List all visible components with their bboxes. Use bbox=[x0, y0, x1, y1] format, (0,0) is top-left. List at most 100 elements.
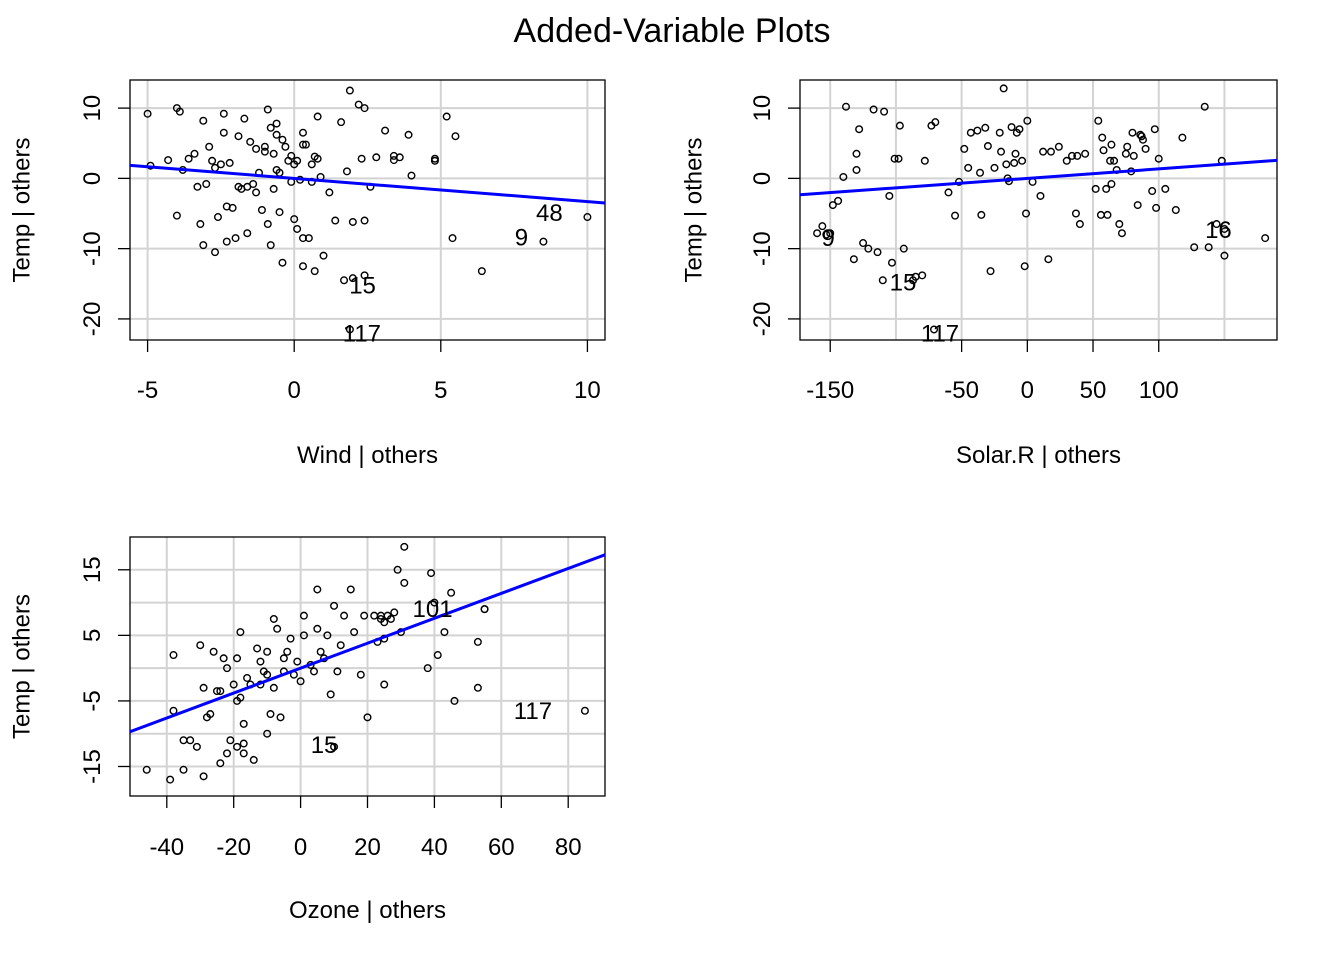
wind-data-point bbox=[199, 241, 208, 250]
wind-data-point bbox=[193, 182, 202, 191]
wind-data-point bbox=[269, 184, 278, 193]
solar-data-point bbox=[966, 128, 975, 137]
wind-data-point bbox=[263, 220, 272, 229]
wind-data-point bbox=[269, 149, 278, 158]
solar-data-point bbox=[1133, 201, 1142, 210]
ozone-x-tick-label: 80 bbox=[555, 834, 582, 861]
ozone-data-point bbox=[142, 765, 151, 774]
ozone-x-tick-label: 0 bbox=[294, 834, 307, 861]
wind-data-point bbox=[219, 128, 228, 137]
ozone-data-point bbox=[309, 667, 318, 676]
solar-data-point bbox=[880, 107, 889, 116]
wind-data-point bbox=[298, 262, 307, 271]
ozone-data-point bbox=[233, 654, 242, 663]
solar-data-point bbox=[944, 188, 953, 197]
solar-data-point bbox=[1099, 146, 1108, 155]
solar-data-point bbox=[852, 149, 861, 158]
solar-data-point bbox=[1123, 142, 1132, 151]
ozone-data-point bbox=[243, 673, 252, 682]
solar-data-point bbox=[1121, 149, 1130, 158]
solar-data-point bbox=[885, 191, 894, 200]
ozone-x-tick-label: 20 bbox=[354, 834, 381, 861]
wind-data-point bbox=[342, 167, 351, 176]
ozone-data-point bbox=[473, 683, 482, 692]
solar-data-point bbox=[999, 84, 1008, 93]
solar-data-point bbox=[1015, 125, 1024, 134]
ozone-data-point bbox=[380, 618, 389, 627]
solar-data-point bbox=[1046, 147, 1055, 156]
solar-regression-line bbox=[800, 158, 1277, 197]
solar-data-point bbox=[976, 168, 985, 177]
wind-data-point bbox=[307, 160, 316, 169]
wind-data-point bbox=[272, 130, 281, 139]
solar-data-point bbox=[973, 126, 982, 135]
wind-point-label: 48 bbox=[536, 200, 563, 227]
ozone-data-point bbox=[266, 710, 275, 719]
wind-data-point bbox=[298, 140, 307, 149]
solar-data-point bbox=[1115, 220, 1124, 229]
ozone-y-tick-label: 5 bbox=[79, 629, 106, 642]
solar-x-tick-label: 100 bbox=[1139, 377, 1179, 404]
solar-data-point bbox=[834, 196, 843, 205]
solar-plot-frame bbox=[799, 79, 1278, 341]
wind-data-point bbox=[216, 160, 225, 169]
wind-data-point bbox=[272, 119, 281, 128]
wind-data-point bbox=[337, 118, 346, 127]
solar-data-point bbox=[1128, 128, 1137, 137]
solar-data-point bbox=[1044, 255, 1053, 264]
wind-data-point bbox=[225, 158, 234, 167]
solar-data-point bbox=[855, 125, 864, 134]
solar-data-point bbox=[1068, 151, 1077, 160]
wind-data-point bbox=[175, 107, 184, 116]
ozone-data-point bbox=[433, 651, 442, 660]
wind-data-point bbox=[246, 137, 255, 146]
ozone-data-point bbox=[223, 749, 232, 758]
solar-x-tick-label: 0 bbox=[1021, 377, 1034, 404]
ozone-data-point bbox=[326, 690, 335, 699]
solar-data-point bbox=[849, 255, 858, 264]
solar-data-point bbox=[1098, 133, 1107, 142]
wind-y-tick-label: 10 bbox=[79, 95, 106, 122]
wind-data-point bbox=[325, 188, 334, 197]
solar-point-label: 16 bbox=[1205, 217, 1232, 244]
solar-data-point bbox=[931, 118, 940, 127]
ozone-data-point bbox=[346, 585, 355, 594]
solar-data-point bbox=[977, 210, 986, 219]
ozone-data-point bbox=[393, 565, 402, 574]
wind-data-point bbox=[310, 267, 319, 276]
wind-data-point bbox=[348, 217, 357, 226]
solar-data-point bbox=[1081, 149, 1090, 158]
ozone-data-point bbox=[196, 641, 205, 650]
wind-data-point bbox=[381, 126, 390, 135]
ozone-points bbox=[142, 542, 589, 784]
ozone-data-point bbox=[313, 585, 322, 594]
solar-data-point bbox=[1071, 209, 1080, 218]
solar-data-point bbox=[997, 147, 1006, 156]
solar-data-point bbox=[1039, 147, 1048, 156]
wind-labeled-point bbox=[583, 213, 592, 222]
wind-data-point bbox=[231, 234, 240, 243]
wind-data-point bbox=[281, 142, 290, 151]
solar-data-point bbox=[1204, 243, 1213, 252]
solar-data-point bbox=[1094, 116, 1103, 125]
solar-data-point bbox=[1190, 243, 1199, 252]
wind-data-point bbox=[184, 154, 193, 163]
solar-data-point bbox=[1002, 160, 1011, 169]
solar-x-tick-label: 50 bbox=[1080, 377, 1107, 404]
solar-data-point bbox=[1148, 187, 1157, 196]
ozone-y-tick-label: 15 bbox=[79, 556, 106, 583]
solar-data-point bbox=[873, 248, 882, 257]
wind-data-point bbox=[205, 142, 214, 151]
ozone-data-point bbox=[330, 601, 339, 610]
ozone-data-point bbox=[209, 647, 218, 656]
solar-data-point bbox=[1171, 205, 1180, 214]
wind-data-point bbox=[208, 156, 217, 165]
wind-data-point bbox=[143, 109, 152, 118]
solar-data-point bbox=[1137, 132, 1146, 141]
wind-data-point bbox=[348, 274, 357, 283]
wind-data-point bbox=[357, 154, 366, 163]
solar-data-point bbox=[1036, 191, 1045, 200]
solar-data-point bbox=[813, 229, 822, 238]
ozone-point-label: 101 bbox=[413, 596, 453, 623]
